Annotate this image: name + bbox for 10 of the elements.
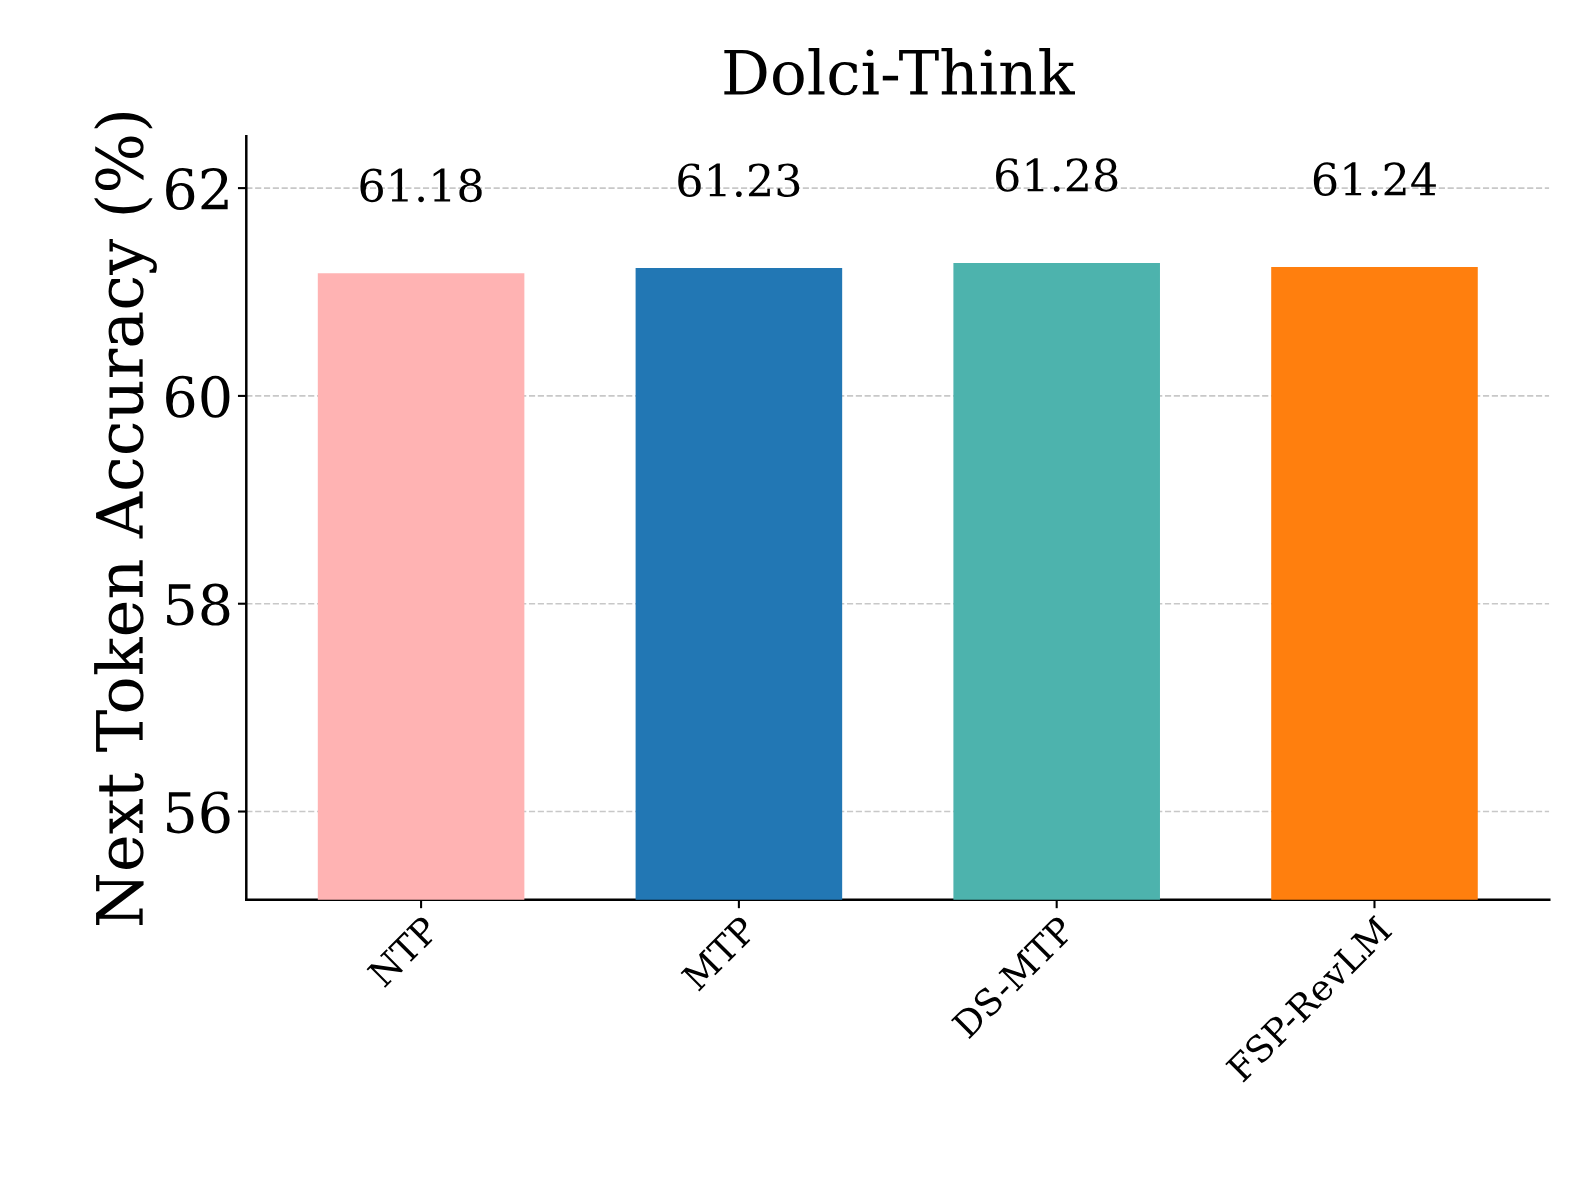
y-tick-label: 62 bbox=[166, 167, 228, 211]
data-label: 61.24 bbox=[1313, 162, 1436, 196]
y-tick-label: 56 bbox=[167, 791, 230, 834]
data-label: 61.28 bbox=[996, 158, 1118, 192]
y-axis-title: Next Token Accuracy (%) bbox=[94, 113, 157, 925]
chart-title: Dolci-Think bbox=[724, 48, 1075, 96]
y-tick-label: 60 bbox=[166, 375, 230, 418]
data-label: 61.18 bbox=[360, 168, 482, 203]
y-tick-label: 58 bbox=[167, 583, 230, 626]
data-label: 61.23 bbox=[678, 163, 800, 197]
